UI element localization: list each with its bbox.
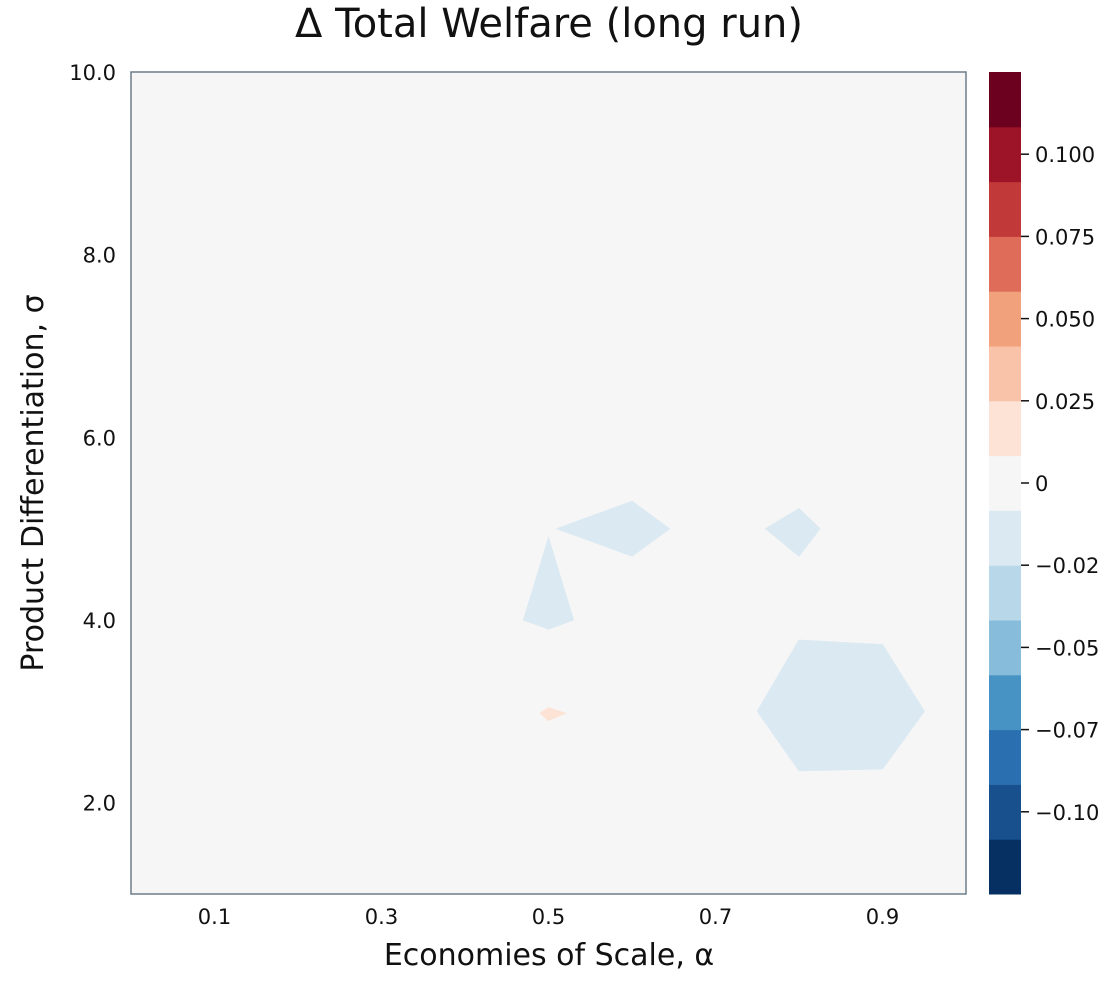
y-tick-label: 10.0	[69, 61, 116, 85]
y-tick-label: 2.0	[83, 792, 116, 816]
colorbar-swatch	[989, 784, 1021, 840]
contour-region-1	[522, 536, 575, 630]
colorbar-swatch	[989, 236, 1021, 292]
colorbar-swatch	[989, 674, 1021, 731]
contour-background	[131, 72, 966, 894]
colorbar-swatch	[989, 126, 1021, 183]
contour-region-3	[764, 507, 821, 557]
colorbar-tick-label: 0	[1035, 472, 1048, 496]
colorbar-swatch	[989, 455, 1021, 511]
colorbar-swatch	[989, 291, 1021, 347]
y-axis-ticks: 2.0 4.0 6.0 8.0 10.0	[69, 61, 116, 816]
plot-frame	[130, 71, 967, 895]
colorbar-swatch	[989, 510, 1021, 566]
y-axis-label: Product Differentiation, σ	[16, 294, 51, 671]
colorbar-swatch	[989, 620, 1021, 676]
colorbar-swatch	[989, 565, 1021, 621]
colorbar-tick-label: −0.07	[1035, 719, 1099, 743]
y-tick-label: 4.0	[83, 609, 116, 633]
x-tick-label: 0.9	[866, 905, 899, 929]
colorbar: −0.10 −0.07 −0.05 −0.02 0 0.025 0.050 0.075 0.10…	[989, 72, 1099, 895]
colorbar-tick-label: 0.075	[1035, 225, 1095, 249]
colorbar-tick-label: −0.10	[1035, 801, 1099, 825]
colorbar-swatch	[989, 346, 1021, 402]
contour-regions	[522, 500, 925, 772]
colorbar-tick-label: −0.05	[1035, 636, 1099, 660]
x-tick-label: 0.7	[699, 905, 732, 929]
x-tick-label: 0.1	[198, 905, 231, 929]
x-axis-ticks: 0.1 0.3 0.5 0.7 0.9	[198, 905, 899, 929]
colorbar-tick-label: 0.050	[1035, 308, 1095, 332]
x-tick-label: 0.3	[365, 905, 398, 929]
colorbar-swatch	[989, 729, 1021, 785]
colorbar-swatch	[989, 72, 1021, 128]
y-tick-label: 8.0	[83, 244, 116, 268]
colorbar-tick-label: −0.02	[1035, 554, 1099, 578]
contour-region-2	[555, 500, 671, 557]
x-tick-label: 0.5	[532, 905, 565, 929]
plot-area	[130, 71, 967, 895]
y-tick-label: 6.0	[83, 426, 116, 450]
colorbar-swatch	[989, 181, 1021, 237]
colorbar-swatch	[989, 839, 1021, 895]
colorbar-swatch	[989, 400, 1021, 457]
colorbar-tick-label: 0.025	[1035, 390, 1095, 414]
contour-region-5	[539, 707, 567, 722]
colorbar-tick-label: 0.100	[1035, 143, 1095, 167]
chart-title: Δ Total Welfare (long run)	[295, 1, 803, 47]
x-axis-label: Economies of Scale, α	[384, 938, 714, 973]
contour-region-4	[756, 639, 925, 772]
